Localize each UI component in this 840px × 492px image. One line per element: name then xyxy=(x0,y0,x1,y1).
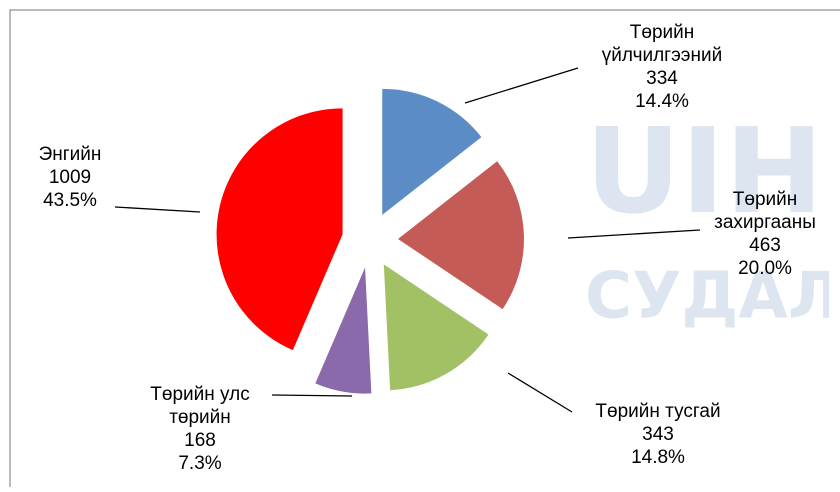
pie-slice xyxy=(382,88,482,215)
leader-line xyxy=(464,67,579,104)
value-label: 334 xyxy=(646,68,678,89)
category-label: төрийн xyxy=(169,407,231,428)
pie-slice xyxy=(216,108,343,351)
percent-label: 7.3% xyxy=(178,453,221,474)
leader-line xyxy=(114,206,201,213)
pie-slice xyxy=(315,267,372,394)
category-label: захиргааны xyxy=(714,212,816,233)
percent-label: 14.4% xyxy=(635,91,689,112)
chart-frame xyxy=(9,9,840,492)
percent-label: 43.5% xyxy=(43,190,97,211)
value-label: 168 xyxy=(184,430,216,451)
value-label: 1009 xyxy=(49,167,91,188)
category-label: Төрийн xyxy=(630,22,694,43)
pie-slice xyxy=(383,264,489,391)
watermark: UIH.M СУДАЛГААН xyxy=(585,102,840,334)
value-label: 343 xyxy=(642,424,674,445)
value-label: 463 xyxy=(749,235,781,256)
leader-line xyxy=(567,229,701,239)
leader-line xyxy=(507,372,573,413)
category-label: Төрийн xyxy=(733,189,797,210)
watermark-text: СУДАЛГААН xyxy=(585,260,840,334)
category-label: Төрийн улс xyxy=(150,384,249,405)
category-label: Төрийн тусгай xyxy=(595,401,720,422)
category-label: Энгийн xyxy=(39,144,102,165)
leader-line xyxy=(271,394,353,397)
pie-slice xyxy=(397,161,524,310)
watermark-text: UIH.M xyxy=(585,102,840,240)
percent-label: 20.0% xyxy=(738,258,792,279)
percent-label: 14.8% xyxy=(631,447,685,468)
category-label: үйлчилгээний xyxy=(602,45,722,66)
